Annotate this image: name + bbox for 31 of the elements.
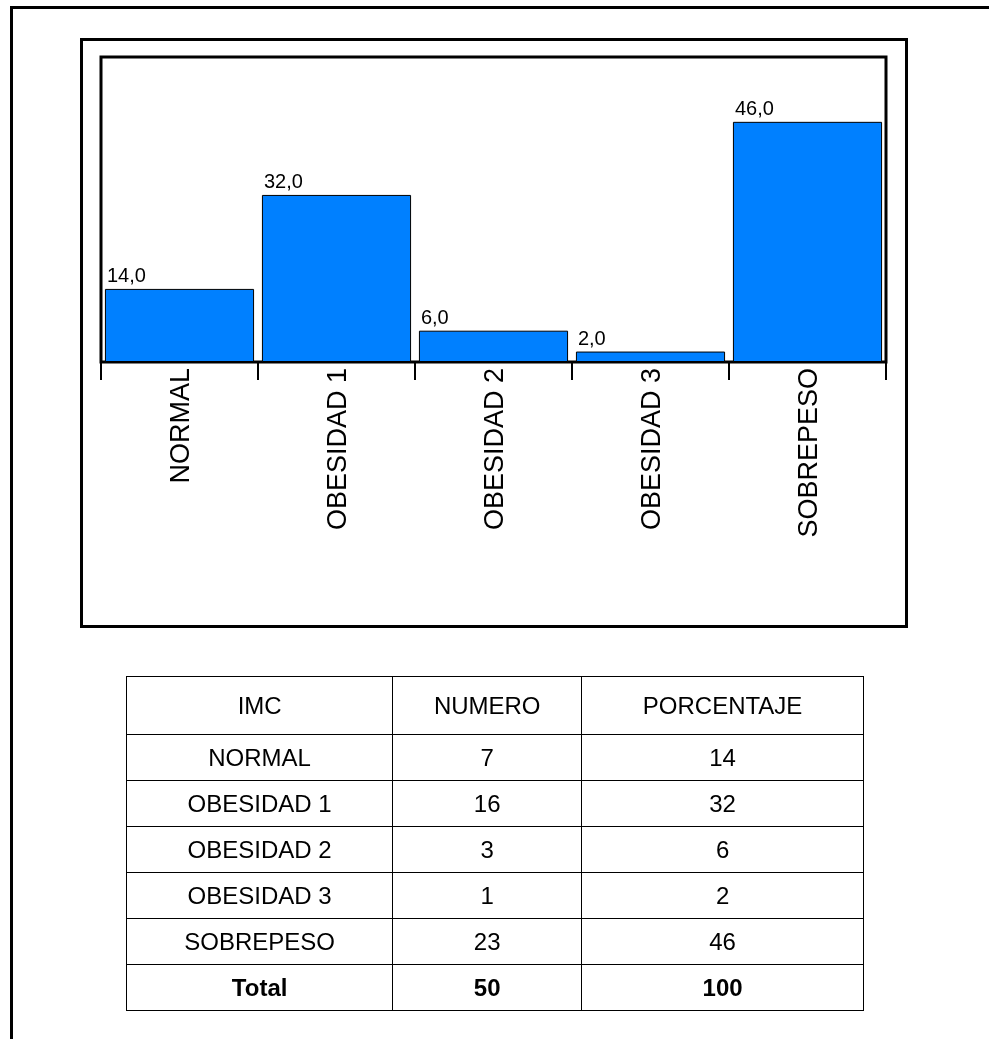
x-tick-label: OBESIDAD 3	[635, 368, 666, 531]
data-label: 46	[581, 918, 864, 965]
data-label: 1	[392, 872, 582, 919]
text: IMC	[126, 676, 393, 735]
data-label: 32,0	[263, 169, 303, 192]
category-label: OBESIDAD 3	[126, 872, 393, 919]
data-label: 6,0	[420, 305, 449, 328]
data-label: 100	[581, 964, 864, 1011]
category-label: OBESIDAD 1	[126, 780, 393, 827]
data-label: 16	[392, 780, 582, 827]
data-label: 32	[581, 780, 864, 827]
x-tick-label: SOBREPESO	[792, 368, 823, 538]
data-label: 46,0	[734, 96, 774, 119]
text: NUMERO	[392, 676, 582, 735]
x-tick-label: OBESIDAD 1	[321, 368, 352, 531]
x-tick-label: OBESIDAD 2	[478, 368, 509, 531]
category-label: OBESIDAD 2	[126, 826, 393, 873]
category-label: SOBREPESO	[126, 918, 393, 965]
data-label: 6	[581, 826, 864, 873]
data-label: 14,0	[106, 263, 146, 286]
data-label: 23	[392, 918, 582, 965]
data-label: 50	[392, 964, 582, 1011]
x-tick-label: NORMAL	[164, 368, 195, 484]
data-label: 3	[392, 826, 582, 873]
data-label: 14	[581, 734, 864, 781]
data-label: 2	[581, 872, 864, 919]
category-label: Total	[126, 964, 393, 1011]
data-label: 7	[392, 734, 582, 781]
text: PORCENTAJE	[581, 676, 864, 735]
data-label: 2,0	[577, 326, 606, 349]
category-label: NORMAL	[126, 734, 393, 781]
